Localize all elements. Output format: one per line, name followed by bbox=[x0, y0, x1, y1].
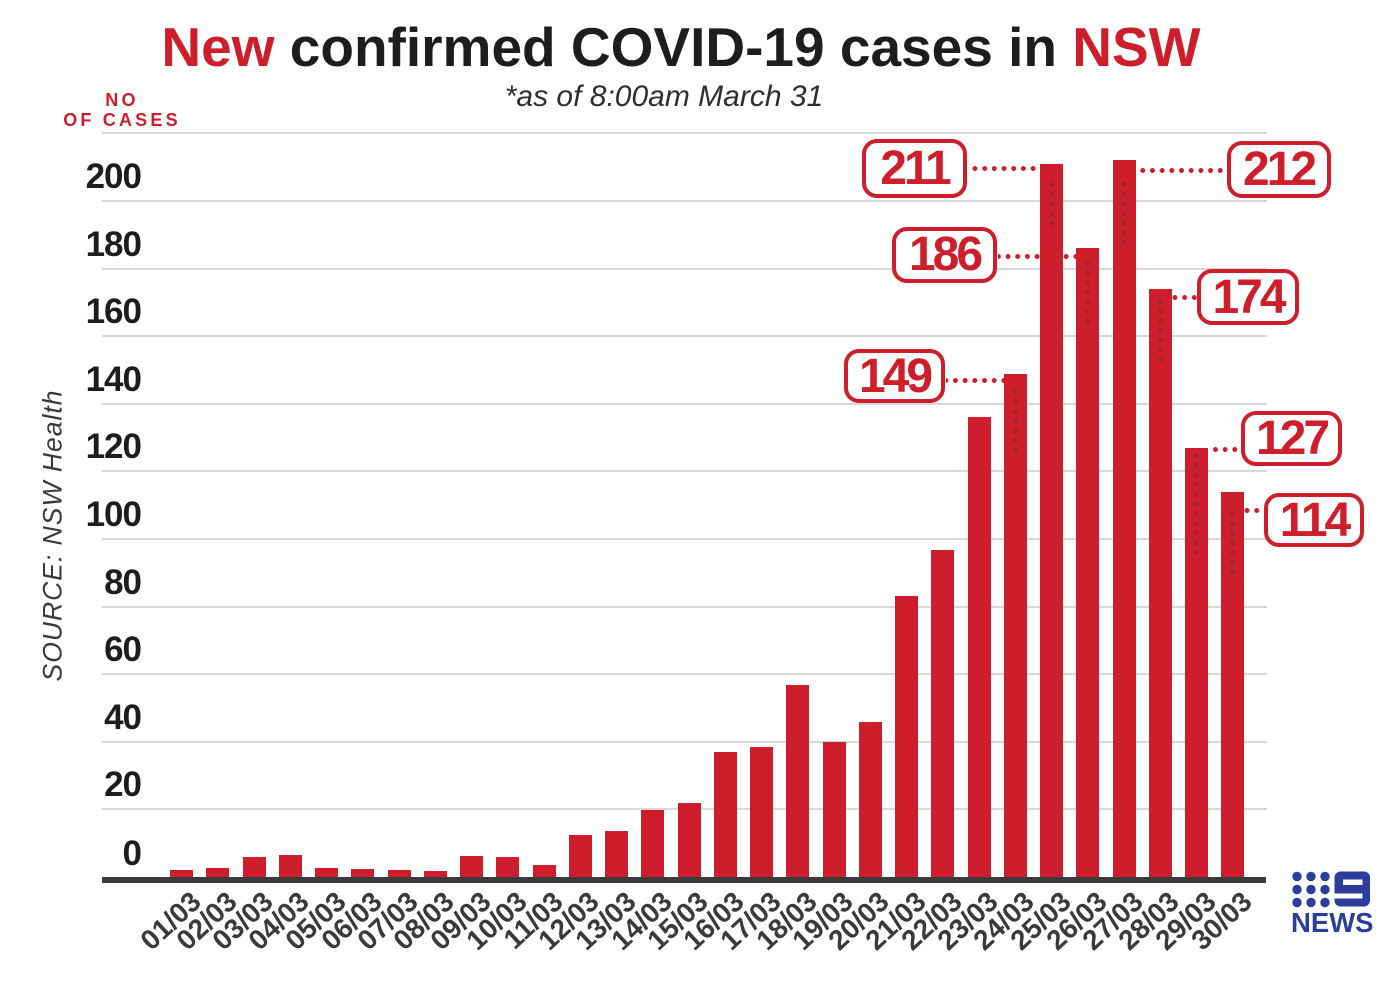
svg-text:NEWS: NEWS bbox=[1291, 907, 1374, 938]
